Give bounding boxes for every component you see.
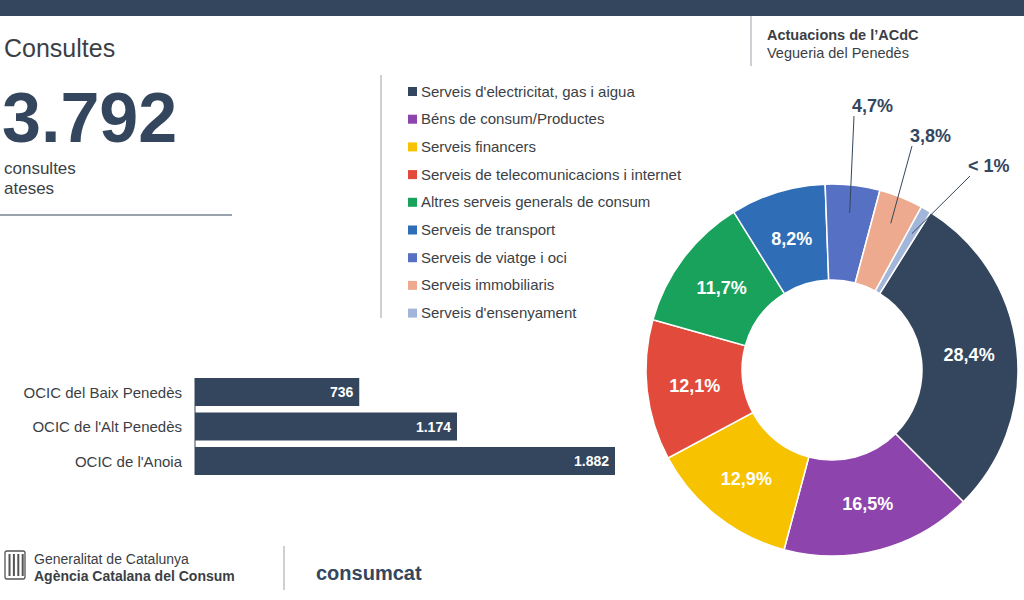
footer-government: Generalitat de Catalunya	[34, 551, 189, 567]
donut-slice	[784, 434, 963, 556]
org-subtitle: Vegueria del Penedès	[767, 45, 909, 61]
legend-swatch	[408, 142, 417, 151]
slice-label: < 1%	[968, 156, 1010, 176]
kpi-caption: ateses	[4, 179, 54, 198]
kpi-underline	[0, 214, 232, 215]
footer: Generalitat de CatalunyaAgència Catalana…	[5, 546, 422, 590]
slice-label: 8,2%	[771, 229, 812, 249]
logo-stripe	[17, 554, 19, 576]
slice-labels: 28,4% 16,5% 12,9% 12,1% 11,7% 8,2% 4,7% 3,8% < 1…	[669, 96, 1009, 514]
legend-label: Altres serveis generals de consum	[421, 193, 650, 210]
page: Consultes Actuacions de l’ACdC Vegueria de…	[0, 0, 1024, 600]
slice-label: 3,8%	[910, 126, 951, 146]
slice-label: 16,5%	[842, 494, 893, 514]
donut-chart	[646, 184, 1018, 556]
logo-stripe	[13, 554, 15, 576]
background	[0, 0, 1024, 600]
leader-line	[891, 146, 912, 223]
legend-label: Serveis immobiliaris	[421, 276, 554, 293]
legend-label: Serveis d'electricitat, gas i aigua	[421, 83, 635, 100]
category-label: OCIC de l'Alt Penedès	[32, 418, 182, 435]
slice-label: 4,7%	[852, 96, 893, 116]
footer-divider	[284, 546, 285, 590]
header-divider	[751, 16, 752, 66]
legend-swatch	[408, 115, 417, 124]
legend-label: Serveis de viatge i oci	[421, 249, 567, 266]
legend-swatch	[408, 87, 417, 96]
footer-agency: Agència Catalana del Consum	[34, 568, 235, 584]
bar	[195, 378, 359, 406]
donut-slice	[875, 207, 930, 294]
legend-label: Serveis financers	[421, 138, 536, 155]
logo-stripe	[22, 554, 24, 576]
legend-swatch	[408, 281, 417, 290]
slice-label: 11,7%	[697, 278, 747, 298]
axis-baseline	[195, 378, 196, 475]
legend: Serveis d'electricitat, gas i aigua Béns …	[381, 75, 682, 321]
slice-label: 12,9%	[721, 469, 772, 489]
legend-swatch	[408, 170, 417, 179]
kpi-value: 3.792	[2, 79, 177, 157]
section-title: Consultes	[4, 34, 115, 62]
bar-marks	[195, 378, 615, 475]
bar-value-label: 1.882	[574, 453, 609, 469]
bar-labels: OCIC del Baix Penedès 736 OCIC de l'Alt Pe…	[24, 384, 610, 470]
generalitat-logo	[5, 551, 25, 579]
slice-label: 28,4%	[944, 345, 995, 365]
legend-divider	[381, 75, 382, 318]
legend-swatch	[408, 198, 417, 207]
footer-brand: consumcat	[316, 562, 422, 584]
donut-slice	[734, 184, 829, 293]
leader-line	[912, 176, 970, 234]
org-title: Actuacions de l’ACdC	[767, 27, 919, 43]
legend-swatch	[408, 253, 417, 262]
category-label: OCIC del Baix Penedès	[24, 384, 182, 401]
legend-label: Serveis d'ensenyament	[421, 304, 577, 321]
legend-label: Béns de consum/Productes	[421, 110, 604, 127]
legend-swatch	[408, 226, 417, 235]
legend-label: Serveis de telecomunicacions i internet	[421, 166, 682, 183]
kpi-caption: consultes	[4, 159, 76, 178]
legend-label: Serveis de transport	[421, 221, 556, 238]
bar-value-label: 736	[330, 384, 354, 400]
top-band	[0, 0, 1024, 16]
bar-value-label: 1.174	[416, 419, 451, 435]
bar	[195, 447, 615, 475]
slice-label: 12,1%	[669, 376, 720, 396]
leader-line	[850, 116, 854, 213]
logo-stripe	[9, 554, 11, 576]
category-label: OCIC de l'Anoia	[75, 453, 183, 470]
bar	[195, 413, 457, 441]
legend-swatch	[408, 309, 417, 318]
logo-frame	[5, 551, 25, 579]
bar-chart: OCIC del Baix Penedès 736 OCIC de l'Alt Pe…	[24, 378, 615, 475]
